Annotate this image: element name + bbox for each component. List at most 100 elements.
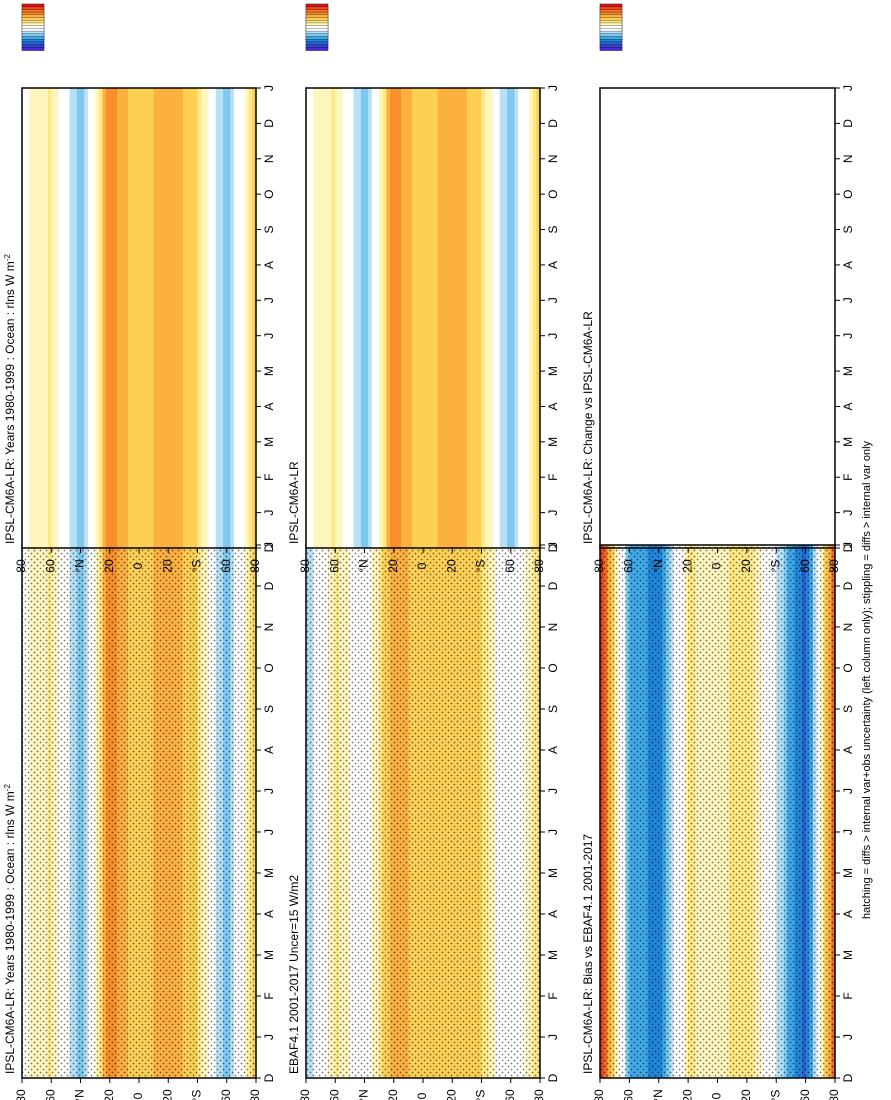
month-tick-label: J [262, 333, 276, 339]
month-tick-label: D [841, 1073, 855, 1082]
month-tick-label: A [262, 402, 276, 410]
heatmap-band [25, 88, 30, 548]
heatmap-band [142, 88, 147, 548]
month-tick-label: D [841, 581, 855, 590]
heatmap-band [157, 88, 162, 548]
heatmap-band [153, 88, 158, 548]
heatmap-band [327, 88, 333, 548]
heatmap-band [375, 88, 380, 548]
heatmap-band [433, 88, 439, 548]
heatmap-band [412, 88, 417, 548]
stippling [600, 545, 835, 1078]
heatmap-band [477, 88, 482, 548]
heatmap-band [149, 88, 155, 548]
heatmap-band [521, 88, 526, 548]
heatmap-band [208, 88, 213, 548]
heatmap-band [419, 88, 424, 548]
heatmap-band [353, 88, 358, 548]
heatmap-band [164, 88, 169, 548]
month-tick-label: J [546, 829, 560, 835]
month-tick-label: M [546, 437, 560, 447]
heatmap-band [346, 88, 351, 548]
heatmap-band [124, 88, 129, 548]
lat-tick-label: °N [357, 1089, 371, 1100]
colorbar-absolute [305, 3, 329, 51]
month-tick-label: D [546, 119, 560, 128]
heatmap-band [32, 88, 38, 548]
heatmap-band [368, 88, 373, 548]
heatmap-band [117, 88, 122, 548]
heatmap-band [186, 88, 191, 548]
heatmap-band [430, 88, 435, 548]
month-tick-label: J [546, 1034, 560, 1040]
month-tick-label: N [262, 623, 276, 632]
heatmap-band [379, 88, 384, 548]
month-tick-label: J [841, 829, 855, 835]
month-tick-label: M [841, 950, 855, 960]
month-tick-label: O [841, 663, 855, 672]
colorbar-swatch [305, 47, 329, 51]
month-tick-label: M [841, 366, 855, 376]
month-tick-label: S [841, 705, 855, 713]
panel-title: IPSL-CM6A-LR: Bias vs EBAF4.1 2001-2017 [581, 834, 595, 1074]
colorbars [21, 3, 623, 51]
lat-tick-label: 20 [160, 1089, 174, 1100]
lat-tick-label: °N [357, 559, 371, 572]
month-tick-label: N [546, 623, 560, 632]
month-tick-label: O [546, 189, 560, 198]
heatmap-band [204, 88, 209, 548]
month-tick-label: A [841, 910, 855, 918]
stippling [306, 545, 540, 1078]
heatmap-band [309, 88, 314, 548]
lat-tick-label: 20 [386, 559, 400, 573]
month-tick-label: S [262, 226, 276, 234]
heatmap-band [215, 88, 220, 548]
heatmap-band [62, 88, 67, 548]
heatmap-band [452, 88, 457, 548]
heatmap-band [466, 88, 472, 548]
lat-tick-label: 80 [532, 559, 546, 573]
heatmap-band [36, 88, 41, 548]
month-tick-label: F [546, 474, 560, 481]
month-tick-label: M [546, 868, 560, 878]
month-tick-label: F [262, 992, 276, 999]
heatmap-band [529, 88, 534, 548]
month-tick-label: J [546, 542, 560, 548]
heatmap-band [496, 88, 501, 548]
heatmap-band [29, 88, 34, 548]
lat-tick-label: 20 [444, 1089, 458, 1100]
heatmap-band [507, 88, 512, 548]
month-tick-label: J [841, 85, 855, 91]
lat-tick-label: °S [474, 1090, 488, 1100]
heatmap-band [241, 88, 246, 548]
month-tick-label: F [841, 474, 855, 481]
heatmap-band [182, 88, 188, 548]
heatmap-band [128, 88, 133, 548]
heatmap-band [371, 88, 376, 548]
lat-tick-label: 60 [219, 1089, 233, 1100]
lat-tick-label: 80 [248, 559, 262, 573]
month-tick-label: M [841, 437, 855, 447]
heatmap-band [481, 88, 486, 548]
heatmap-band [386, 88, 391, 548]
month-tick-label: S [262, 705, 276, 713]
colorbar-swatch [21, 47, 45, 51]
month-tick-label: M [262, 437, 276, 447]
lat-tick-label: 20 [739, 1089, 753, 1100]
heatmap-band [437, 88, 442, 548]
heatmap-band [76, 88, 81, 548]
month-tick-label: J [546, 788, 560, 794]
heatmap-band [342, 88, 347, 548]
heatmap-band [470, 88, 475, 548]
heatmap-band [488, 88, 493, 548]
month-tick-label: J [262, 510, 276, 516]
heatmap-band [335, 88, 340, 548]
month-tick-label: J [546, 510, 560, 516]
heatmap-band [382, 88, 387, 548]
heatmap-band [223, 88, 228, 548]
heatmap-band [331, 88, 336, 548]
